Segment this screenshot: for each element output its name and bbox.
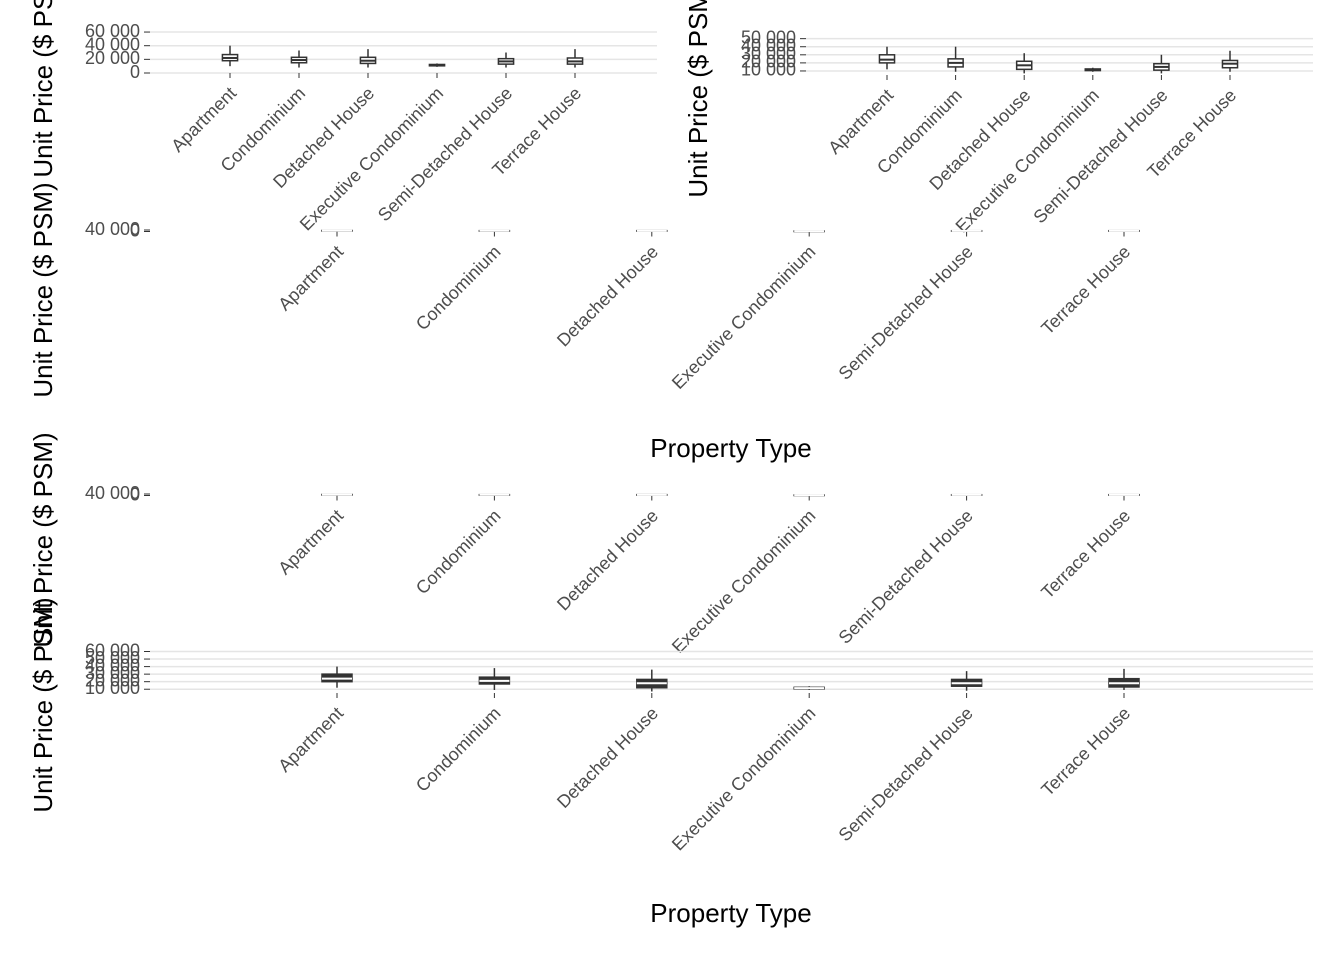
x-tick-label: Condominium xyxy=(412,506,505,599)
y-axis-title: Unit Price ($ PSM) xyxy=(28,597,58,812)
y-tick-label: 40 000 xyxy=(85,655,140,675)
y-tick-label: 20 000 xyxy=(741,52,796,72)
y-tick-label: 20 000 xyxy=(85,670,140,690)
x-tick-label: Semi-Detached House xyxy=(835,703,977,845)
y-tick-label: 60 000 xyxy=(85,21,140,41)
x-tick-label: Apartment xyxy=(274,703,347,776)
y-axis-title: Unit Price ($ PSM) xyxy=(683,0,713,198)
y-tick-label: 30 000 xyxy=(741,44,796,64)
y-tick-label: 50 000 xyxy=(85,648,140,668)
x-tick-label: Terrace House xyxy=(1037,703,1134,800)
y-tick-label: 10 000 xyxy=(85,678,140,698)
y-axis-title: Unit Price ($ PSM) xyxy=(28,432,58,647)
x-tick-label: Terrace House xyxy=(1037,506,1134,603)
y-tick-label: 0 xyxy=(130,220,140,240)
x-tick-label: Apartment xyxy=(824,85,897,158)
x-tick-label: Executive Condominium xyxy=(296,83,447,234)
x-tick-label: Terrace House xyxy=(1037,242,1134,339)
x-tick-label: Detached House xyxy=(553,703,662,812)
y-tick-label: 40 000 xyxy=(85,483,140,503)
x-tick-label: Semi-Detached House xyxy=(835,506,977,648)
x-tick-label: Executive Condominium xyxy=(668,242,819,393)
x-tick-label: Apartment xyxy=(274,242,347,315)
x-tick-label: Detached House xyxy=(553,506,662,615)
y-tick-label: 40 000 xyxy=(85,34,140,54)
y-tick-label: 40 000 xyxy=(741,35,796,55)
y-tick-label: 50 000 xyxy=(741,27,796,47)
x-axis-title: Property Type xyxy=(650,433,811,463)
y-tick-label: 60 000 xyxy=(85,640,140,660)
x-tick-label: Executive Condominium xyxy=(668,703,819,854)
y-tick-label: 0 xyxy=(130,484,140,504)
y-tick-label: 40 000 xyxy=(85,219,140,239)
y-tick-label: 20 000 xyxy=(85,48,140,68)
y-tick-label: 30 000 xyxy=(85,663,140,683)
y-tick-label: 0 xyxy=(130,62,140,82)
x-tick-label: Executive Condominium xyxy=(952,85,1103,236)
x-tick-label: Executive Condominium xyxy=(668,506,819,657)
x-tick-label: Semi-Detached House xyxy=(374,83,516,225)
x-tick-label: Detached House xyxy=(553,242,662,351)
x-tick-label: Semi-Detached House xyxy=(1029,85,1171,227)
x-tick-label: Condominium xyxy=(412,703,505,796)
x-tick-label: Semi-Detached House xyxy=(835,242,977,384)
y-axis-title: Unit Price ($ PSM) xyxy=(28,182,58,397)
x-axis-title: Property Type xyxy=(650,898,811,928)
y-tick-label: 10 000 xyxy=(741,60,796,80)
y-axis-title: Unit Price ($ PSM) xyxy=(28,0,58,178)
x-tick-label: Apartment xyxy=(274,506,347,579)
x-tick-label: Condominium xyxy=(412,242,505,335)
x-tick-label: Apartment xyxy=(167,83,240,156)
